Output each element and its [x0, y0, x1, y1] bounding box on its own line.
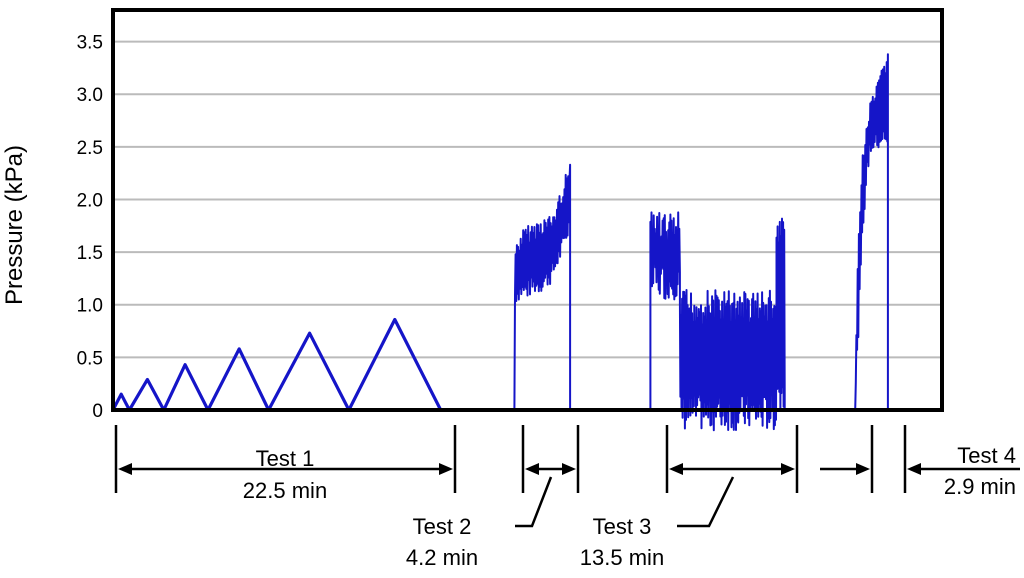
grid-lines — [113, 40, 942, 359]
test4-arrowhead-right — [907, 463, 921, 475]
series-line-test-4 — [854, 53, 889, 411]
y-tick-label: 2.5 — [77, 138, 103, 159]
test3-leader-line — [677, 476, 735, 528]
series-line-test-1 — [111, 317, 443, 412]
test4-name: Test 4 — [957, 443, 1016, 468]
test1-duration: 22.5 min — [243, 478, 327, 503]
y-tick-label: 3.5 — [77, 33, 103, 54]
test3-name: Test 3 — [593, 514, 652, 539]
test1-arrowhead-right — [439, 463, 453, 475]
test2-arrowhead-left — [525, 463, 539, 475]
test3-arrowhead-left — [669, 463, 683, 475]
y-tick-label: 1.5 — [77, 243, 103, 264]
y-tick-label: 2.0 — [77, 190, 103, 211]
test1-arrowhead-left — [118, 463, 132, 475]
test1-name: Test 1 — [256, 446, 315, 471]
test3-duration: 13.5 min — [580, 545, 664, 570]
y-tick-label: 1.0 — [77, 296, 103, 317]
y-tick-labels: 0 0.5 1.0 1.5 2.0 2.5 3.0 3.5 — [77, 33, 103, 422]
test2-leader-line — [515, 476, 553, 528]
y-tick-label: 3.0 — [77, 85, 103, 106]
test4-duration: 2.9 min — [944, 474, 1016, 499]
y-axis-label: Pressure (kPa) — [1, 145, 28, 305]
series-line-test-2 — [513, 163, 572, 411]
series-group — [111, 53, 889, 432]
test2-name: Test 2 — [413, 514, 472, 539]
test2-duration: 4.2 min — [406, 545, 478, 570]
series-line-test-3 — [649, 211, 786, 432]
y-tick-label: 0.5 — [77, 348, 103, 369]
plot-frame — [111, 8, 944, 412]
test4-arrowhead-left — [856, 463, 870, 475]
test2-arrowhead-right — [562, 463, 576, 475]
annotation-brackets — [114, 425, 1020, 528]
test3-arrowhead-right — [781, 463, 795, 475]
y-tick-label: 0 — [92, 401, 103, 422]
